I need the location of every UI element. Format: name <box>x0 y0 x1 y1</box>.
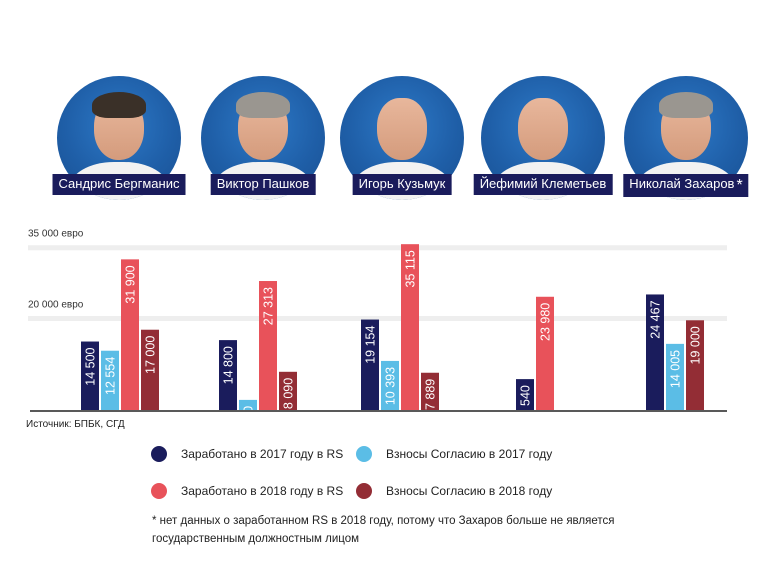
source-note: Источник: БПБК, СГД <box>26 419 125 430</box>
bar <box>81 341 99 410</box>
data-label: 6 540 <box>519 385 533 416</box>
data-label: 2 140 <box>242 406 256 437</box>
bar <box>516 379 534 410</box>
portrait-3: Игорь Кузьмук <box>340 76 464 200</box>
data-label: 35 115 <box>404 250 418 287</box>
bar <box>686 320 704 410</box>
y-tick-label: 35 000 евро <box>28 229 84 240</box>
person-name-label: Николай Захаров * <box>623 174 749 197</box>
bar <box>279 371 297 410</box>
legend-label: Заработано в 2017 году в RS <box>181 447 344 461</box>
bar <box>666 343 684 410</box>
data-label: 14 800 <box>222 346 236 384</box>
legend-label: Взносы Согласию в 2017 году <box>386 447 553 461</box>
bar <box>239 399 257 410</box>
portrait-4: Йефимий Клеметьев <box>473 76 613 200</box>
person-name-label: Йефимий Клеметьев <box>473 174 613 195</box>
data-label: 10 393 <box>384 367 398 405</box>
bar <box>219 340 237 410</box>
data-label: 23 980 <box>539 303 553 341</box>
person-name-label: Виктор Пашков <box>210 174 316 195</box>
data-label: 14 005 <box>669 350 683 388</box>
footnote: * нет данных о заработанном RS в 2018 го… <box>152 515 615 545</box>
portrait-2: Виктор Пашков <box>201 76 325 200</box>
bar <box>646 294 664 410</box>
bar <box>381 360 399 410</box>
data-label: 19 154 <box>364 326 378 364</box>
legend-swatch <box>356 483 372 499</box>
legend-label: Заработано в 2018 году в RS <box>181 484 344 498</box>
y-tick-label: 20 000 евро <box>28 300 84 311</box>
person-name-label: Сандрис Бергманис <box>52 174 186 195</box>
data-label: 31 900 <box>124 265 138 303</box>
legend-swatch <box>151 483 167 499</box>
legend-swatch <box>356 446 372 462</box>
data-label: 24 467 <box>649 300 663 338</box>
bar <box>401 244 419 410</box>
legend-label: Взносы Согласию в 2018 году <box>386 484 553 498</box>
bar <box>101 350 119 410</box>
bar <box>121 259 139 410</box>
data-label: 17 000 <box>144 336 158 374</box>
data-label: 7 889 <box>424 379 438 410</box>
portrait-5: Николай Захаров * <box>623 76 749 200</box>
bar <box>536 296 554 410</box>
bar <box>361 319 379 410</box>
data-label: 19 000 <box>689 326 703 364</box>
asterisk-marker: * <box>736 177 743 194</box>
bar <box>141 329 159 410</box>
data-label: 27 313 <box>262 287 276 325</box>
bar <box>421 372 439 410</box>
person-name-label: Игорь Кузьмук <box>352 174 452 195</box>
bar <box>259 281 277 410</box>
person-name-text: Николай Захаров <box>629 176 735 191</box>
data-label: 12 554 <box>104 357 118 395</box>
portrait-1: Сандрис Бергманис <box>52 76 186 200</box>
data-label: 14 500 <box>84 347 98 385</box>
legend-swatch <box>151 446 167 462</box>
data-label: 8 090 <box>282 378 296 409</box>
